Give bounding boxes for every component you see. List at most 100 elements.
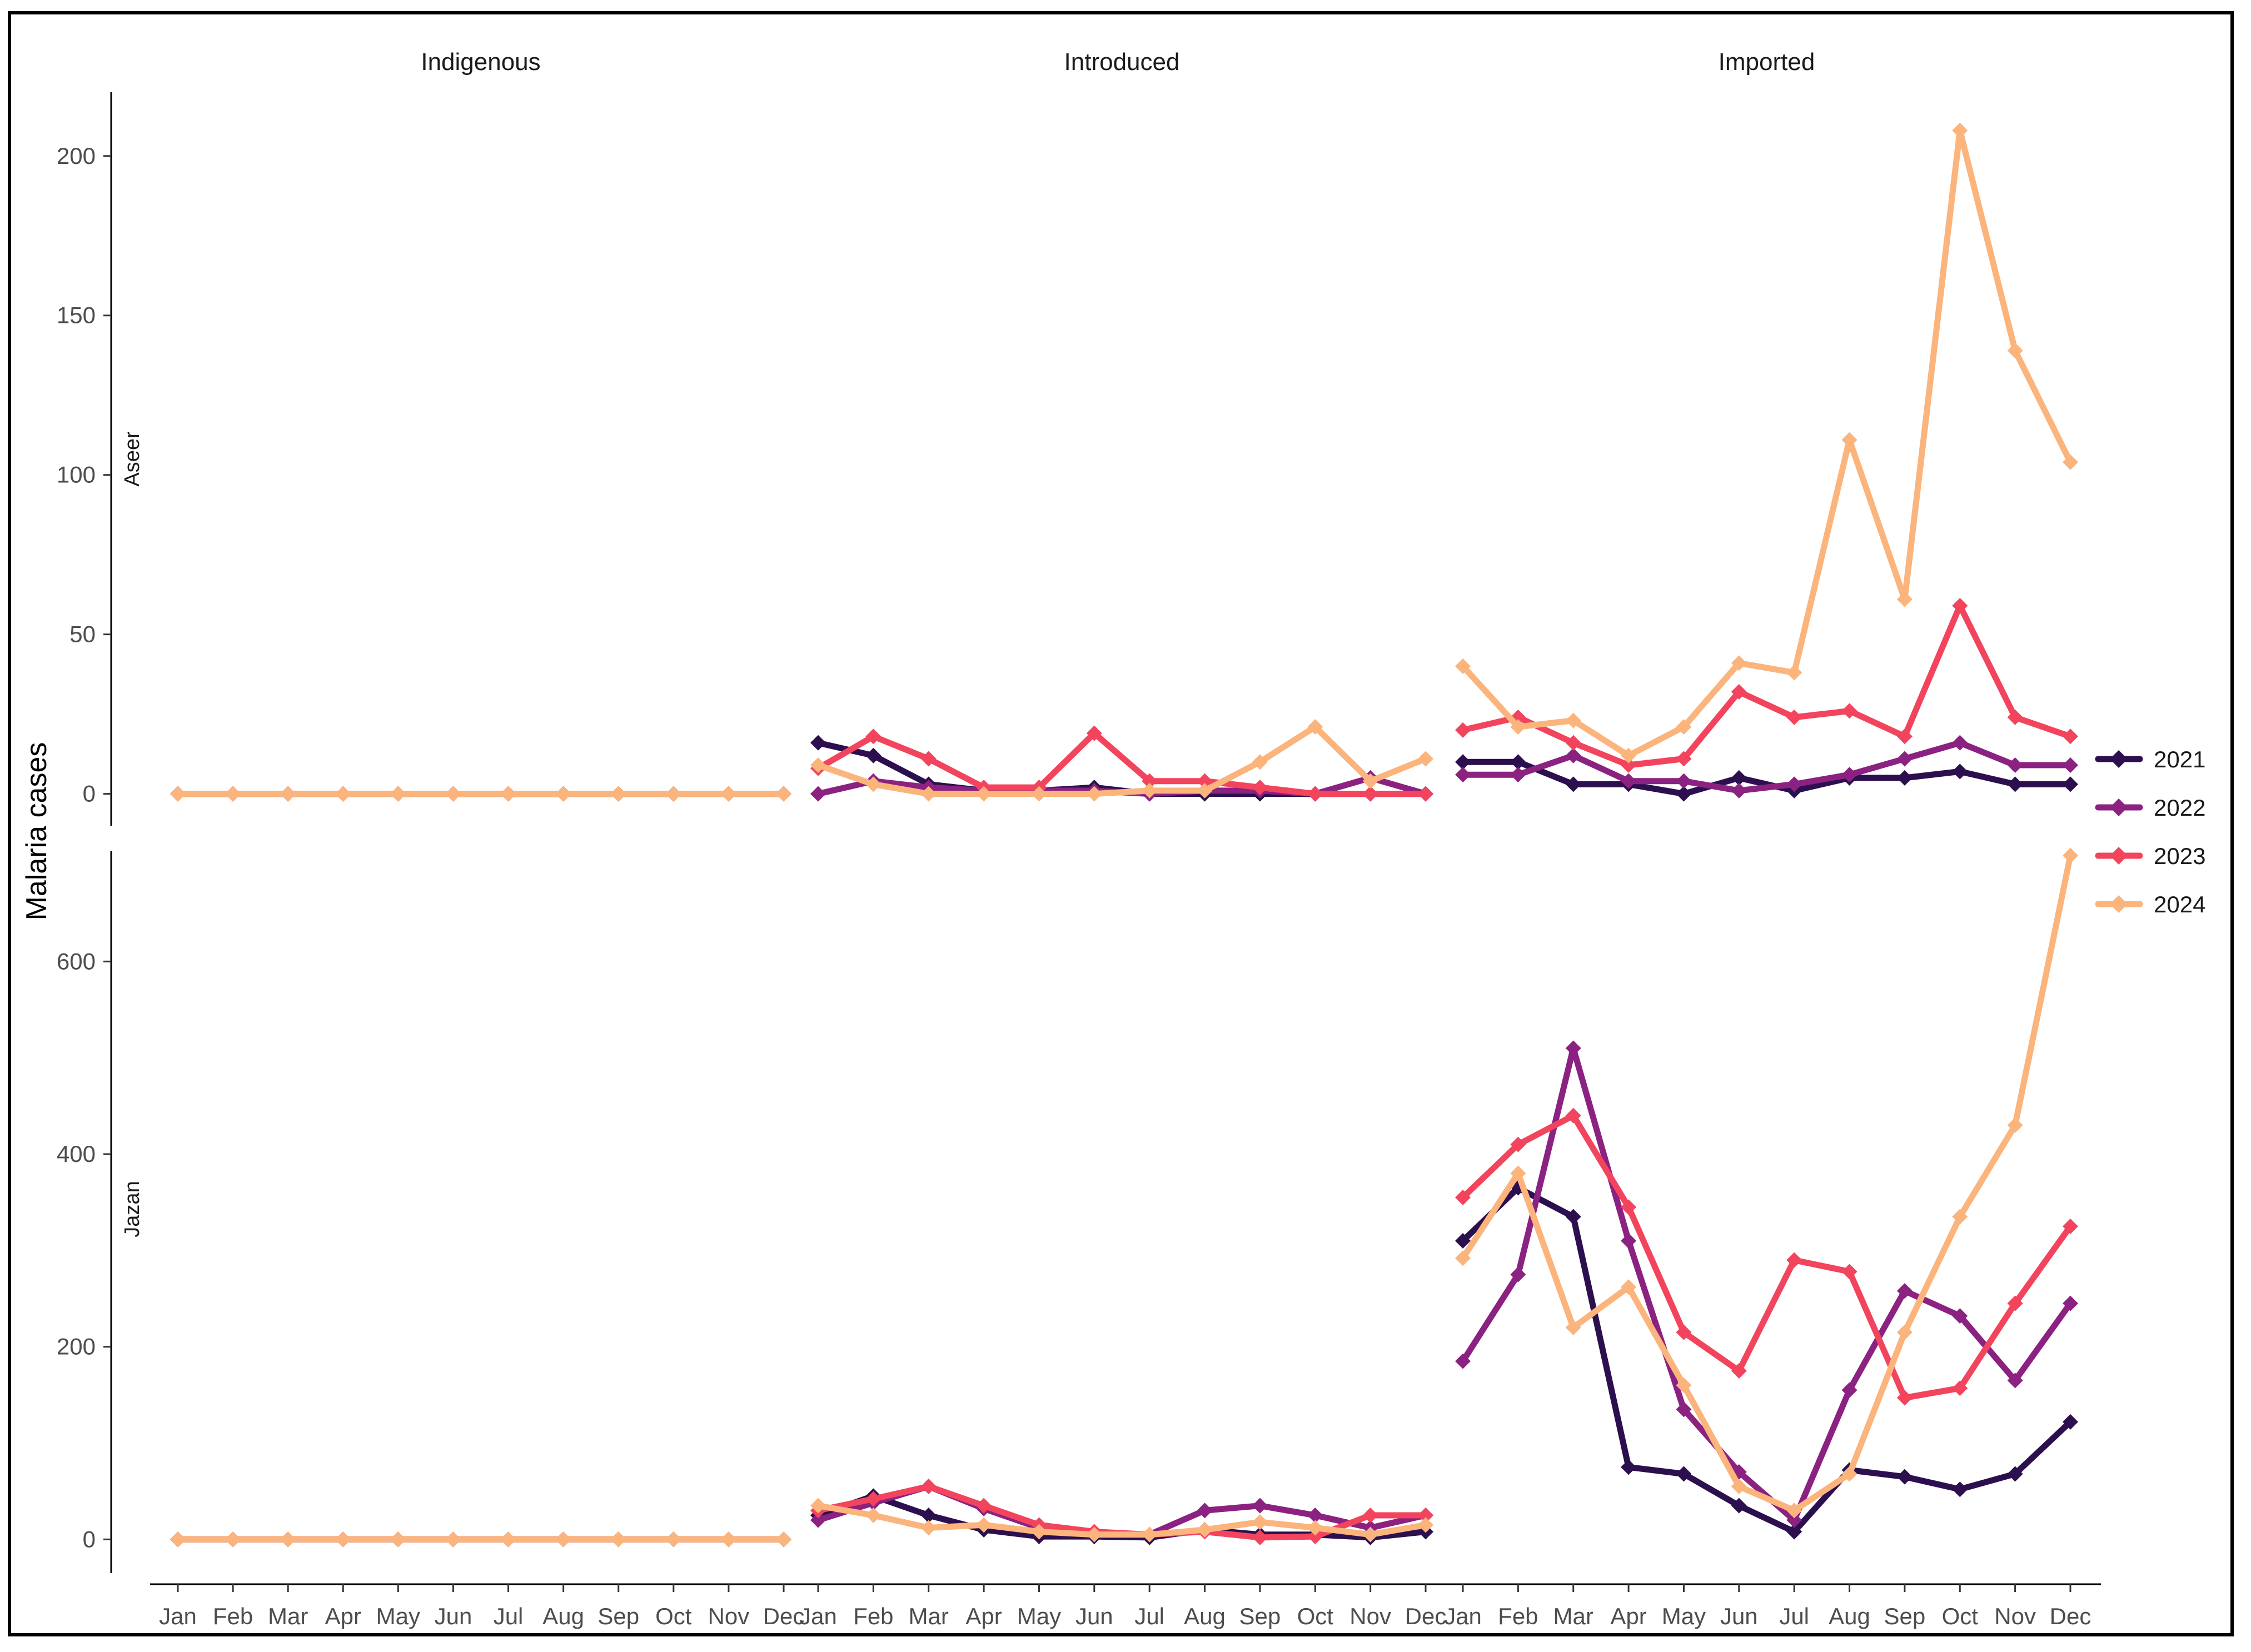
- point-jazan-introduced-2024-feb: [865, 1508, 882, 1523]
- legend-label-2024: 2024: [2154, 891, 2205, 917]
- x-tick-label-imported-sep: Sep: [1884, 1603, 1926, 1629]
- legend: 2021 2022 2023 2024: [2095, 746, 2205, 917]
- y-tick-label-jazan-200: 200: [57, 1334, 96, 1360]
- point-aseer-imported-2023-oct: [1952, 598, 1968, 613]
- facet-strip-labels: Indigenous Introduced Imported: [421, 48, 1815, 76]
- point-aseer-indigenous-2024-jan: [170, 786, 186, 802]
- point-aseer-imported-2022-mar: [1565, 747, 1581, 763]
- point-jazan-indigenous-2024-mar: [280, 1531, 296, 1548]
- point-aseer-introduced-2023-sep: [1252, 780, 1268, 796]
- point-jazan-indigenous-2024-jan: [170, 1531, 186, 1548]
- y-tick-label-aseer-150: 150: [57, 302, 96, 328]
- point-jazan-imported-2022-feb: [1510, 1266, 1526, 1282]
- point-aseer-imported-2022-aug: [1841, 767, 1857, 783]
- x-tick-label-introduced-nov: Nov: [1349, 1603, 1391, 1629]
- x-tick-label-indigenous-may: May: [376, 1603, 420, 1629]
- facet-row-labels: Aseer Jazan: [121, 431, 144, 1237]
- point-aseer-imported-2022-dec: [2063, 757, 2078, 773]
- strip-imported: Imported: [1719, 48, 1815, 76]
- point-jazan-indigenous-2024-apr: [335, 1531, 351, 1548]
- point-aseer-introduced-2024-jun: [1086, 786, 1102, 802]
- point-jazan-imported-2024-feb: [1510, 1165, 1526, 1181]
- point-jazan-introduced-2023-sep: [1252, 1529, 1268, 1545]
- x-tick-label-introduced-aug: Aug: [1184, 1603, 1226, 1629]
- x-tick-label-introduced-jun: Jun: [1075, 1603, 1113, 1629]
- series-line-jazan-imported-2024: [1460, 852, 2074, 1514]
- x-tick-label-introduced-jan: Jan: [799, 1603, 837, 1629]
- series-line-jazan-imported-2022: [1460, 1045, 2074, 1524]
- point-aseer-introduced-2024-dec: [1418, 751, 1433, 767]
- x-tick-label-introduced-sep: Sep: [1239, 1603, 1281, 1629]
- point-aseer-introduced-2023-aug: [1197, 773, 1213, 789]
- point-aseer-introduced-2024-jan: [810, 757, 826, 773]
- point-jazan-introduced-2022-jan: [810, 1512, 826, 1528]
- point-jazan-introduced-2023-nov: [1362, 1508, 1378, 1523]
- point-jazan-introduced-2024-jan: [810, 1498, 826, 1514]
- point-jazan-introduced-2022-aug: [1197, 1503, 1213, 1519]
- point-jazan-imported-2023-oct: [1952, 1380, 1968, 1396]
- strip-indigenous: Indigenous: [421, 48, 540, 76]
- point-aseer-imported-2021-feb: [1510, 754, 1526, 770]
- point-jazan-introduced-2022-oct: [1307, 1508, 1323, 1523]
- point-jazan-imported-2022-apr: [1621, 1233, 1637, 1249]
- point-jazan-imported-2024-jan: [1455, 1250, 1471, 1266]
- point-aseer-imported-2024-oct: [1952, 122, 1968, 138]
- x-tick-label-imported-jun: Jun: [1720, 1603, 1758, 1629]
- point-jazan-introduced-2023-mar: [920, 1479, 937, 1494]
- point-jazan-imported-2024-jun: [1731, 1479, 1747, 1494]
- legend-marker-2023: [2110, 847, 2128, 865]
- point-jazan-imported-2024-mar: [1565, 1320, 1581, 1335]
- point-aseer-introduced-2024-oct: [1307, 719, 1323, 735]
- point-aseer-imported-2024-jun: [1731, 655, 1747, 671]
- point-aseer-introduced-2022-jan: [810, 786, 826, 802]
- point-aseer-indigenous-2024-apr: [335, 786, 351, 802]
- point-jazan-imported-2022-may: [1676, 1401, 1692, 1418]
- x-tick-label-indigenous-aug: Aug: [542, 1603, 584, 1629]
- x-tick-label-imported-oct: Oct: [1942, 1603, 1979, 1629]
- y-tick-label-jazan-600: 600: [57, 948, 96, 974]
- legend-marker-2024: [2110, 895, 2128, 913]
- point-jazan-introduced-2024-jun: [1086, 1526, 1102, 1543]
- figure-frame: Indigenous Introduced Imported Aseer Jazan …: [8, 11, 2234, 1636]
- point-aseer-introduced-2023-nov: [1362, 786, 1378, 802]
- point-jazan-imported-2024-aug: [1841, 1466, 1857, 1482]
- point-jazan-imported-2021-sep: [1896, 1469, 1913, 1485]
- panel-jazan-imported: [1455, 847, 2078, 1540]
- point-jazan-imported-2022-jul: [1786, 1512, 1802, 1528]
- point-aseer-indigenous-2024-mar: [280, 786, 296, 802]
- point-jazan-indigenous-2024-jun: [445, 1531, 461, 1548]
- point-jazan-imported-2024-may: [1676, 1378, 1692, 1393]
- point-aseer-imported-2021-jun: [1731, 770, 1747, 786]
- point-jazan-imported-2021-may: [1676, 1466, 1692, 1482]
- x-tick-label-imported-jul: Jul: [1779, 1603, 1809, 1629]
- point-jazan-imported-2023-jan: [1455, 1190, 1471, 1205]
- point-aseer-indigenous-2024-feb: [225, 786, 241, 802]
- panel-aseer-introduced: [810, 719, 1433, 802]
- point-aseer-indigenous-2024-jun: [445, 786, 461, 802]
- point-aseer-introduced-2024-jul: [1142, 782, 1158, 798]
- y-tick-label-aseer-100: 100: [57, 462, 96, 488]
- point-jazan-introduced-2023-dec: [1418, 1508, 1433, 1523]
- series-line-jazan-imported-2023: [1460, 1112, 2074, 1401]
- point-jazan-introduced-2022-sep: [1252, 1498, 1268, 1514]
- point-aseer-indigenous-2024-nov: [720, 786, 736, 802]
- point-aseer-introduced-2023-feb: [865, 728, 882, 745]
- point-jazan-imported-2024-apr: [1621, 1279, 1637, 1295]
- point-jazan-introduced-2024-jul: [1142, 1526, 1158, 1543]
- x-tick-label-indigenous-dec: Dec: [763, 1603, 805, 1629]
- point-aseer-imported-2021-sep: [1896, 770, 1913, 786]
- panel-aseer-imported: [1455, 122, 2078, 802]
- point-aseer-imported-2022-apr: [1621, 773, 1637, 789]
- x-tick-label-imported-feb: Feb: [1498, 1603, 1538, 1629]
- point-jazan-indigenous-2024-jul: [500, 1531, 516, 1548]
- point-jazan-imported-2023-apr: [1621, 1199, 1637, 1215]
- x-tick-label-imported-may: May: [1662, 1603, 1706, 1629]
- point-aseer-imported-2023-dec: [2063, 728, 2078, 745]
- series-lines: [170, 122, 2078, 1548]
- point-jazan-imported-2023-sep: [1896, 1390, 1913, 1406]
- strip-introduced: Introduced: [1064, 48, 1180, 76]
- point-aseer-imported-2022-sep: [1896, 751, 1913, 767]
- point-aseer-introduced-2024-mar: [920, 786, 937, 802]
- x-tick-label-introduced-jul: Jul: [1134, 1603, 1164, 1629]
